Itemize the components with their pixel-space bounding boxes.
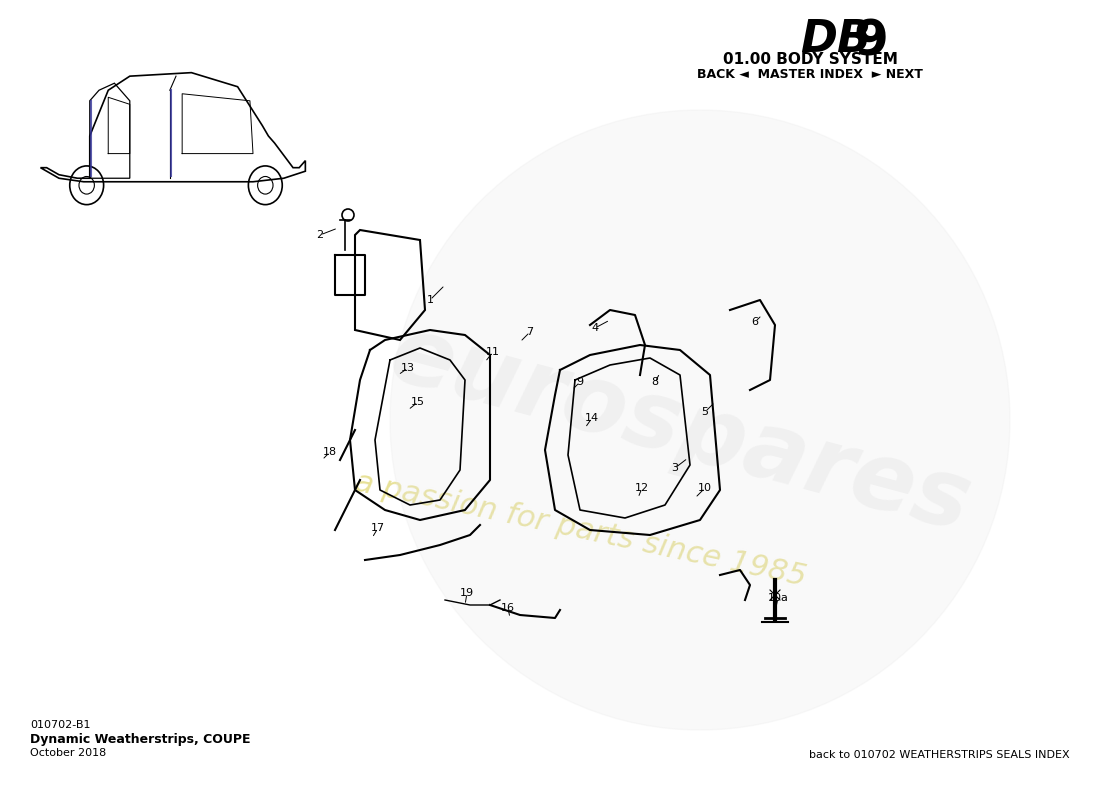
Text: Dynamic Weatherstrips, COUPE: Dynamic Weatherstrips, COUPE: [30, 733, 251, 746]
Text: 3: 3: [671, 463, 679, 473]
Text: 9: 9: [852, 18, 888, 66]
Text: 14: 14: [585, 413, 600, 423]
Text: 13: 13: [402, 363, 415, 373]
Text: 10a: 10a: [768, 593, 789, 603]
Text: 8: 8: [651, 377, 659, 387]
Text: 9: 9: [576, 377, 584, 387]
Text: 10: 10: [698, 483, 712, 493]
Circle shape: [390, 110, 1010, 730]
Text: 7: 7: [527, 327, 534, 337]
Text: October 2018: October 2018: [30, 748, 107, 758]
Text: 16: 16: [500, 603, 515, 613]
Text: 11: 11: [486, 347, 500, 357]
Text: 5: 5: [702, 407, 708, 417]
Text: back to 010702 WEATHERSTRIPS SEALS INDEX: back to 010702 WEATHERSTRIPS SEALS INDEX: [810, 750, 1070, 760]
Text: 19: 19: [460, 588, 474, 598]
Text: BACK ◄  MASTER INDEX  ► NEXT: BACK ◄ MASTER INDEX ► NEXT: [697, 68, 923, 81]
Text: a passion for parts since 1985: a passion for parts since 1985: [352, 468, 808, 592]
Text: 6: 6: [751, 317, 759, 327]
Text: 18: 18: [323, 447, 337, 457]
Text: eurospares: eurospares: [379, 308, 980, 552]
Text: 4: 4: [592, 323, 598, 333]
Text: 010702-B1: 010702-B1: [30, 720, 90, 730]
Text: 17: 17: [371, 523, 385, 533]
Text: 01.00 BODY SYSTEM: 01.00 BODY SYSTEM: [723, 52, 898, 67]
Text: 1: 1: [427, 295, 433, 305]
Text: 2: 2: [317, 230, 323, 240]
Text: 12: 12: [635, 483, 649, 493]
Text: DB: DB: [800, 18, 871, 61]
Text: 15: 15: [411, 397, 425, 407]
